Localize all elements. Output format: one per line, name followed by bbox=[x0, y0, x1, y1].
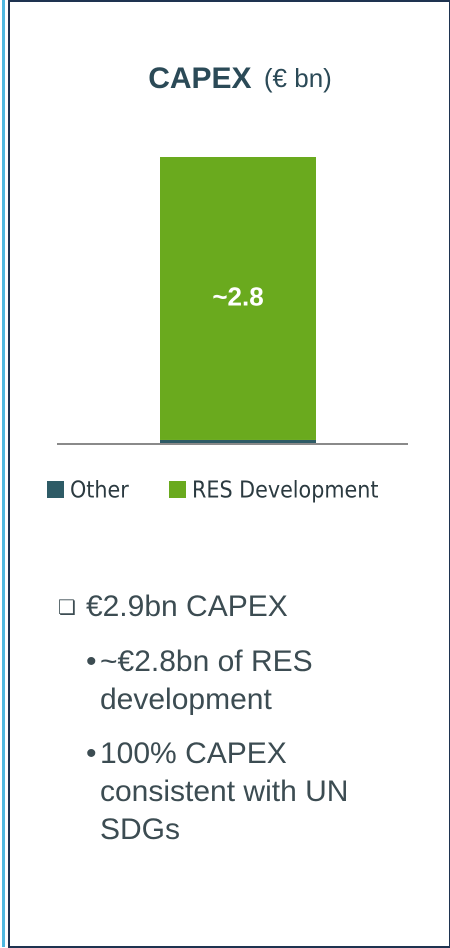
legend-swatch bbox=[169, 481, 186, 498]
accent-line bbox=[2, 0, 5, 947]
bullet: ❏ €2.9bn CAPEX bbox=[58, 588, 388, 627]
chart-title-group: CAPEX (€ bn) bbox=[148, 62, 332, 95]
sub-bullet-dot: • bbox=[86, 645, 97, 678]
legend-label: RES Development bbox=[192, 478, 378, 504]
chart: CAPEX (€ bn) ~2.8 Other RES Development bbox=[47, 62, 408, 504]
bullet-text: €2.9bn CAPEX bbox=[85, 590, 288, 623]
legend-swatch bbox=[47, 481, 64, 498]
sub-bullet-text: 100% CAPEX consistent with UN SDGs bbox=[100, 737, 349, 846]
sub-bullet-text: ~€2.8bn of RES development bbox=[100, 645, 313, 716]
sub-bullet: • ~€2.8bn of RES development bbox=[86, 643, 388, 719]
sub-bullet-dot: • bbox=[86, 737, 97, 770]
bar-segment bbox=[160, 439, 316, 443]
sub-bullet: • 100% CAPEX consistent with UN SDGs bbox=[86, 735, 388, 849]
bar-segment bbox=[160, 157, 316, 440]
notes: ❏ €2.9bn CAPEX • ~€2.8bn of RES development… bbox=[58, 588, 388, 849]
chart-unit: (€ bn) bbox=[264, 63, 332, 93]
bullet-box: ❏ bbox=[58, 597, 76, 619]
data-label: ~2.8 bbox=[212, 281, 263, 311]
chart-title: CAPEX bbox=[148, 62, 251, 95]
legend-label: Other bbox=[70, 478, 129, 504]
